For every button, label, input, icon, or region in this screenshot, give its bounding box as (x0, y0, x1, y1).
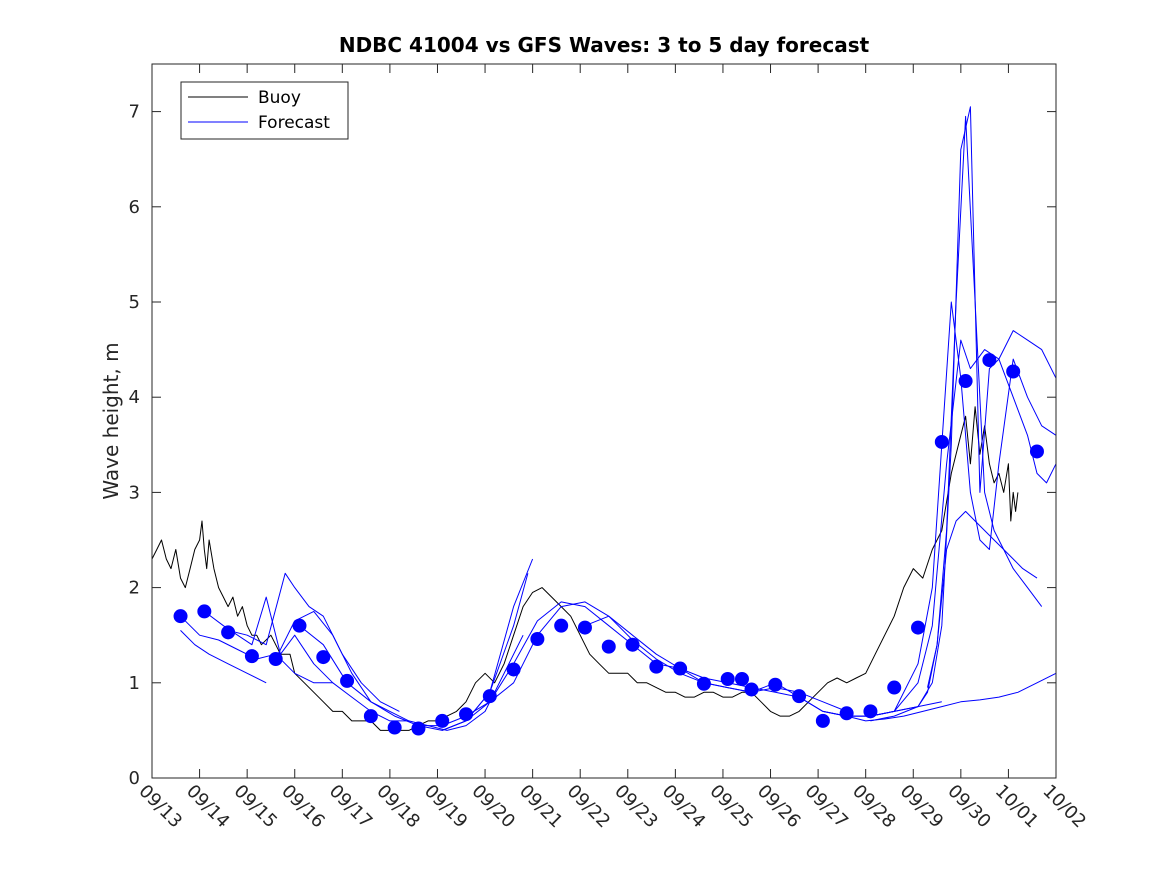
forecast-point-marker (792, 689, 807, 704)
y-tick-label: 4 (129, 387, 140, 408)
x-tick-label: 09/25 (705, 781, 757, 833)
legend-forecast-label: Forecast (258, 113, 330, 133)
forecast-point-marker (768, 677, 783, 692)
forecast-point-marker (387, 720, 402, 735)
x-tick-label: 09/26 (753, 781, 805, 833)
forecast-point-marker (720, 671, 735, 686)
forecast-point-marker (411, 721, 426, 736)
y-tick-label: 7 (129, 102, 140, 123)
legend-box (180, 81, 349, 140)
x-tick-label: 09/17 (325, 781, 377, 833)
plot-area (152, 64, 1056, 778)
forecast-point-marker (1006, 364, 1021, 379)
x-tick-label: 09/18 (372, 781, 424, 833)
forecast-point-marker (625, 637, 640, 652)
forecast-point-marker (734, 671, 749, 686)
forecast-point-marker (649, 659, 664, 674)
chart-title: NDBC 41004 vs GFS Waves: 3 to 5 day fore… (339, 33, 870, 57)
forecast-point-marker (673, 661, 688, 676)
x-tick-label: 09/20 (468, 781, 520, 833)
x-tick-label: 09/15 (230, 781, 282, 833)
forecast-point-marker (744, 682, 759, 697)
forecast-point-marker (863, 704, 878, 719)
forecast-point-marker (197, 604, 212, 619)
marker-layer (173, 353, 1044, 736)
x-tick-label: 09/27 (801, 781, 853, 833)
y-axis: 0 1 2 3 4 5 6 7 (129, 102, 1056, 789)
y-tick-label: 5 (129, 292, 140, 313)
forecast-series-line (180, 630, 267, 684)
x-tick-label: 09/16 (277, 781, 329, 833)
x-tick-label: 10/02 (1038, 781, 1090, 833)
x-tick-label: 09/28 (848, 781, 900, 833)
buoy-series-line (151, 406, 1019, 731)
forecast-series-line (275, 610, 524, 731)
forecast-point-marker (363, 709, 378, 724)
y-tick-label: 0 (129, 768, 140, 789)
x-tick-label: 09/29 (896, 781, 948, 833)
forecast-point-marker (958, 374, 973, 389)
forecast-point-marker (506, 662, 521, 677)
x-tick-label: 09/21 (515, 781, 567, 833)
forecast-point-marker (530, 632, 545, 647)
y-tick-label: 1 (129, 673, 140, 694)
y-tick-label: 6 (129, 197, 140, 218)
forecast-point-marker (554, 618, 569, 633)
x-tick-label: 10/01 (991, 781, 1043, 833)
y-tick-label: 3 (129, 482, 140, 503)
forecast-point-marker (435, 713, 450, 728)
forecast-point-marker (601, 639, 616, 654)
forecast-point-marker (887, 680, 902, 695)
forecast-point-marker (340, 673, 355, 688)
x-tick-label: 09/30 (943, 781, 995, 833)
legend-buoy-label: Buoy (258, 88, 301, 108)
y-tick-label: 2 (129, 578, 140, 599)
plot-frame (151, 63, 1057, 779)
forecast-point-marker (1029, 444, 1044, 459)
forecast-series-line (870, 115, 1043, 717)
x-tick-label: 09/23 (610, 781, 662, 833)
legend: Buoy Forecast (180, 81, 349, 140)
x-tick-label: 09/14 (182, 781, 234, 833)
x-tick-label: 09/19 (420, 781, 472, 833)
forecast-series-line (227, 572, 400, 712)
forecast-point-marker (696, 676, 711, 691)
x-tick-label: 09/24 (658, 781, 710, 833)
forecast-point-marker (839, 706, 854, 721)
forecast-point-marker (292, 618, 307, 633)
forecast-series-line (846, 672, 1057, 722)
forecast-point-marker (815, 713, 830, 728)
forecast-point-marker (911, 620, 926, 635)
forecast-point-marker (982, 353, 997, 368)
forecast-point-marker (268, 652, 283, 666)
forecast-point-marker (459, 707, 474, 722)
forecast-point-marker (244, 649, 259, 664)
forecast-point-marker (934, 434, 949, 449)
x-tick-label: 09/22 (563, 781, 615, 833)
forecast-series-line (927, 510, 1038, 688)
forecast-series-line (679, 330, 1057, 717)
x-tick-label: 09/13 (134, 781, 186, 833)
forecast-point-marker (577, 620, 592, 635)
forecast-point-marker (173, 609, 188, 624)
forecast-point-marker (316, 650, 331, 665)
y-axis-label: Wave height, m (99, 342, 123, 499)
forecast-point-marker (482, 689, 497, 704)
forecast-point-marker (221, 625, 236, 640)
